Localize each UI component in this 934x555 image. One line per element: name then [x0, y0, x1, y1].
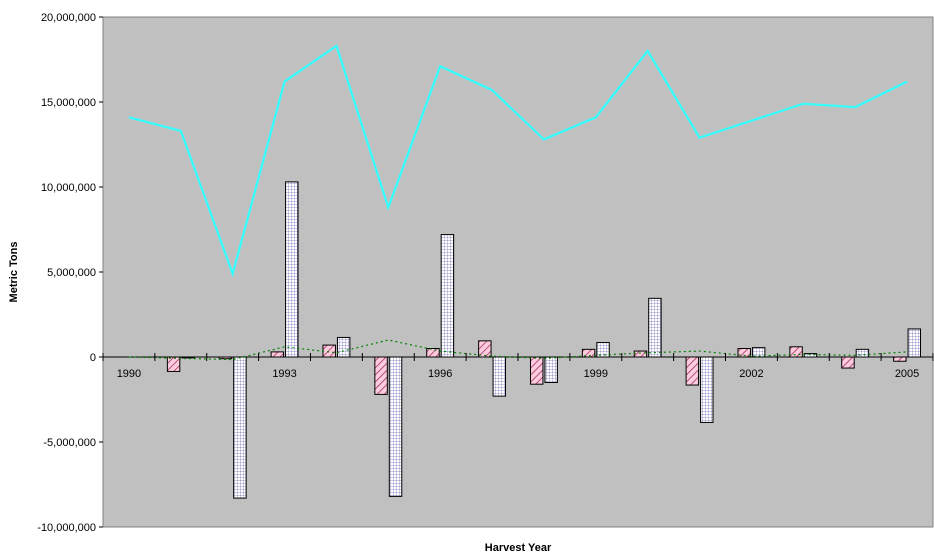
bar-2-1997: [492, 356, 507, 397]
x-tick-label: 1996: [428, 368, 452, 380]
x-tick-label: 1990: [117, 368, 141, 380]
y-tick-label: 5,000,000: [47, 267, 96, 279]
bar-2-1994: [336, 336, 351, 358]
y-tick-label: 15,000,000: [41, 97, 96, 109]
bar-1-2000: [633, 350, 648, 358]
bar-2-1996: [440, 234, 455, 358]
y-tick-label: 10,000,000: [41, 182, 96, 194]
bar-2-2000: [648, 297, 662, 358]
line-series-1-path: [128, 44, 908, 278]
bar-1-1995: [374, 356, 388, 395]
plot-area: [102, 16, 934, 528]
x-axis: 1990 1993 1996 1999 2002 2005: [102, 353, 934, 380]
bar-2-1992: [233, 356, 247, 499]
y-tick-label: -5,000,000: [43, 437, 96, 449]
bar-2-1998: [544, 356, 558, 383]
bar-1-2005: [893, 356, 907, 362]
bar-1-2004: [841, 356, 855, 369]
bar-2-1993: [285, 181, 299, 358]
bar-2-2001: [700, 356, 714, 423]
y-tick-label: -10,000,000: [37, 522, 96, 534]
bar-2-1995: [388, 356, 403, 497]
x-tick-label: 2002: [739, 368, 763, 380]
bar-1-2001: [685, 356, 700, 386]
y-tick-label: 0: [90, 352, 96, 364]
bar-1-1991: [166, 356, 181, 372]
x-tick-label: 1993: [272, 368, 296, 380]
bar-1-1996: [426, 348, 440, 358]
x-axis-title: Harvest Year: [485, 542, 552, 554]
bar-2-1999: [596, 342, 610, 358]
bar-2-2004: [855, 348, 870, 358]
y-axis: -10,000,000 -5,000,000 0 5,000,000 10,000,00…: [37, 12, 103, 534]
y-axis-title: Metric Tons: [8, 242, 20, 303]
bar-1-1998: [529, 356, 544, 385]
bar-1-1993: [270, 351, 285, 358]
bar-2-2005: [907, 328, 922, 358]
y-tick-label: 20,000,000: [41, 12, 96, 24]
bar-series-hatched: [166, 340, 907, 395]
bar-series-grid: [181, 181, 922, 499]
x-tick-label: 2005: [895, 368, 919, 380]
x-tick-label: 1999: [584, 368, 608, 380]
bar-1-2003: [789, 346, 803, 358]
bar-1-1994: [322, 344, 336, 358]
